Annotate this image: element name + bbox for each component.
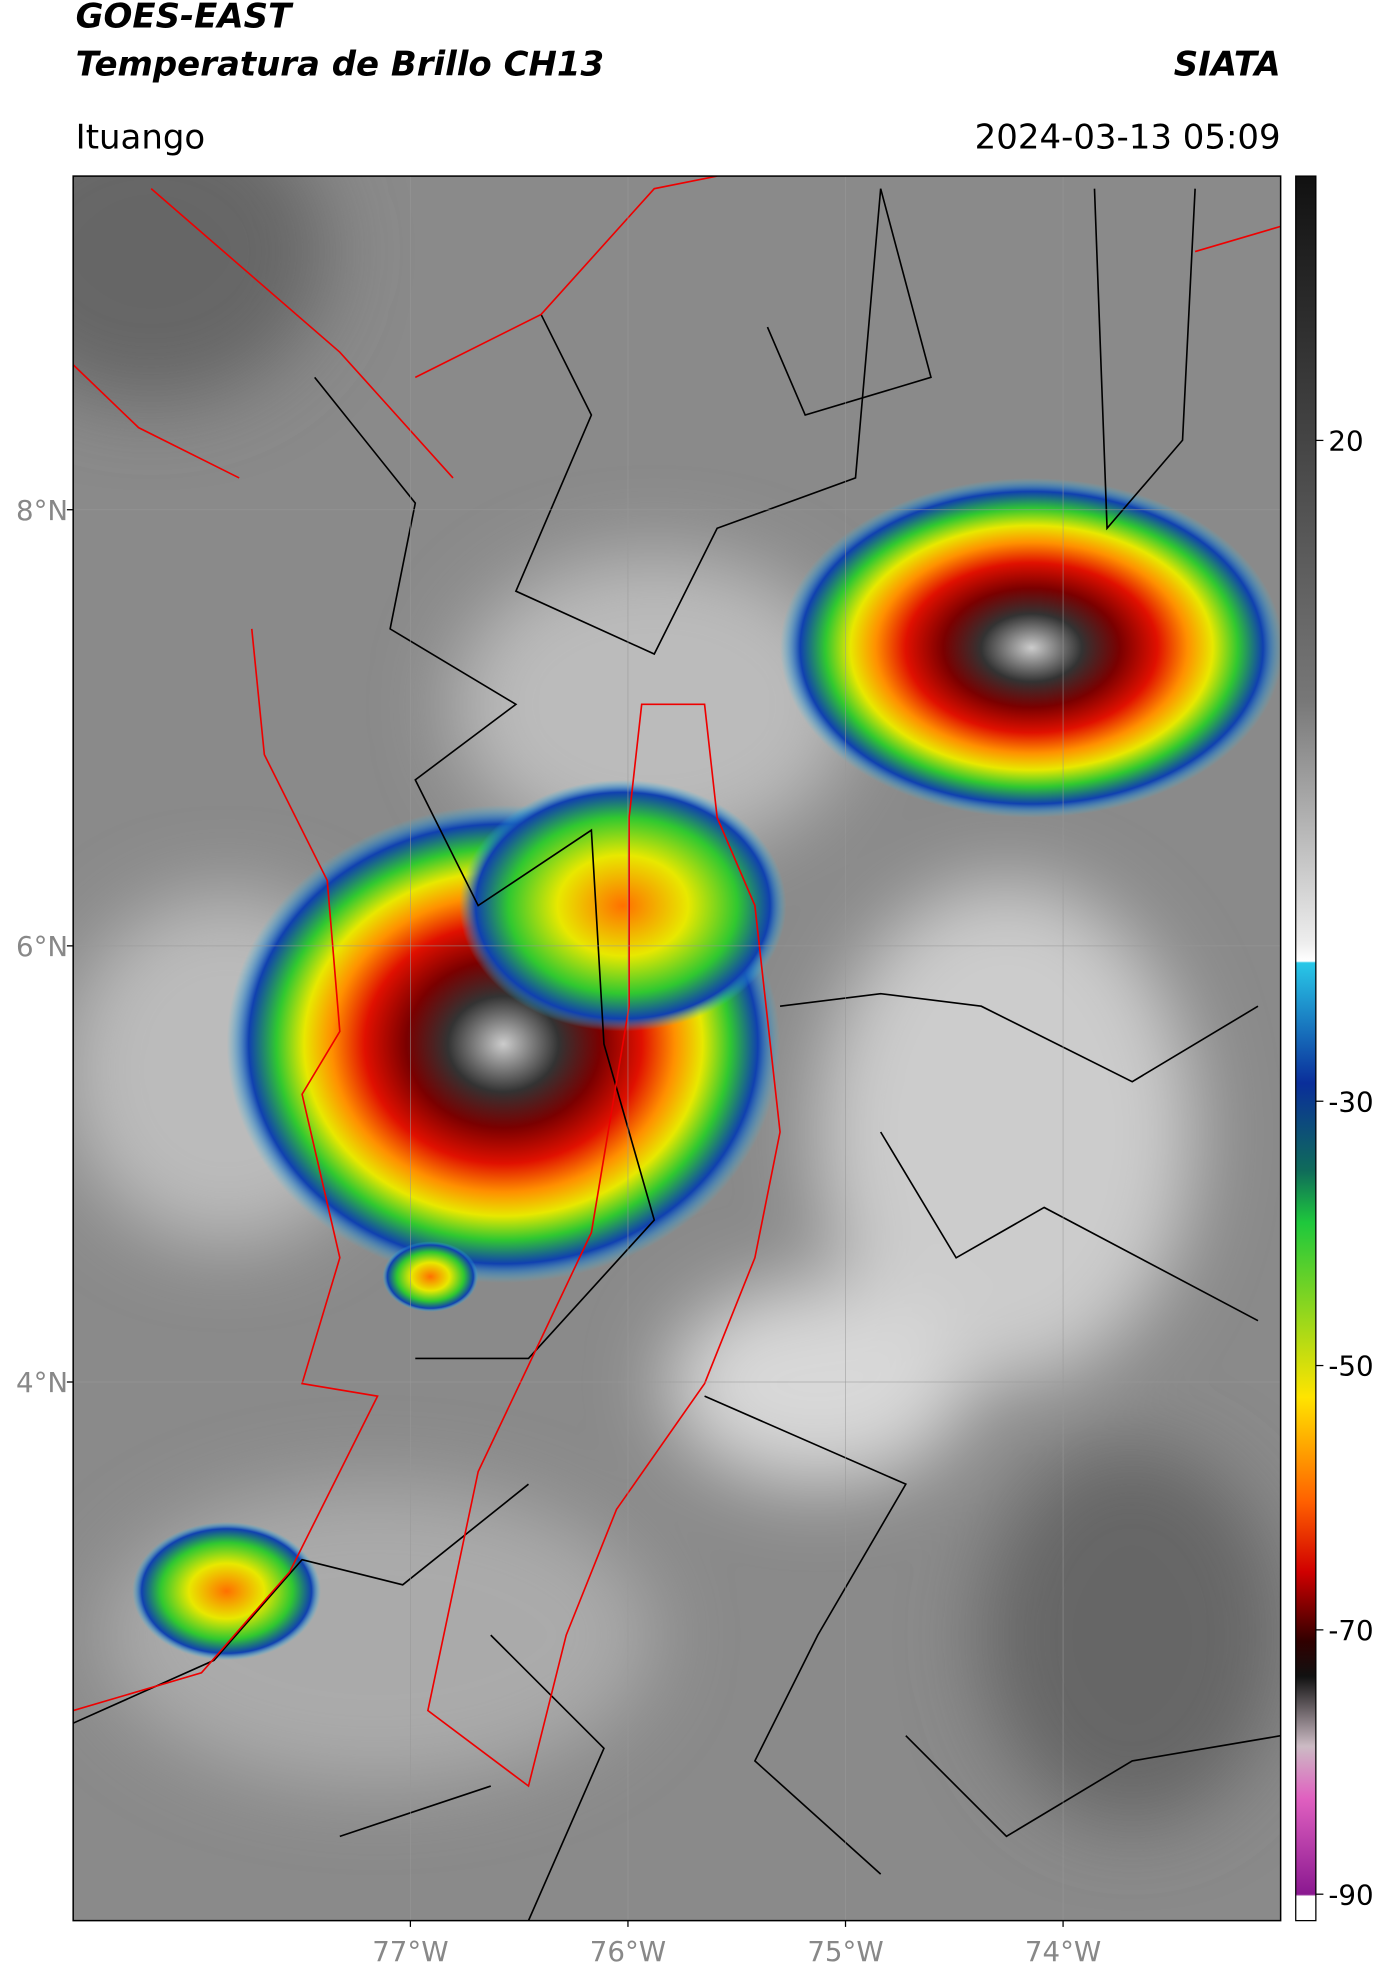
title-line-1: GOES-EAST: [76, 0, 294, 37]
graticule: [73, 176, 1281, 1921]
map-image: [73, 176, 1281, 1921]
location: Ituango: [76, 117, 206, 157]
lat-label: 8°N: [16, 494, 68, 527]
colorbar-tick-label: 20: [1328, 424, 1363, 457]
lon-label: 76°W: [590, 1935, 666, 1968]
storm-cell: [780, 478, 1281, 818]
storm-cell: [382, 1241, 479, 1312]
coastline-borders: [73, 176, 1281, 1788]
lat-label: 4°N: [16, 1366, 68, 1399]
storm-cell: [132, 1521, 321, 1661]
lat-label: 6°N: [16, 930, 68, 963]
title-line-2: Temperatura de Brillo CH13: [76, 44, 604, 84]
colorbar-tick-label: -90: [1328, 1878, 1373, 1911]
lon-label: 74°W: [1025, 1935, 1101, 1968]
lon-label: 75°W: [807, 1935, 883, 1968]
colorbar-tick-label: -30: [1328, 1085, 1373, 1118]
lon-label: 77°W: [372, 1935, 448, 1968]
admin-borders: [73, 188, 1281, 1921]
map-frame: [72, 175, 1282, 1922]
colorbar-tick-label: -50: [1328, 1350, 1373, 1383]
brand: SIATA: [1174, 44, 1281, 84]
colorbar-tick-label: -70: [1328, 1614, 1373, 1647]
storm-cell: [459, 779, 787, 1032]
colorbar: [1295, 175, 1317, 1922]
datetime: 2024-03-13 05:09: [975, 117, 1281, 157]
